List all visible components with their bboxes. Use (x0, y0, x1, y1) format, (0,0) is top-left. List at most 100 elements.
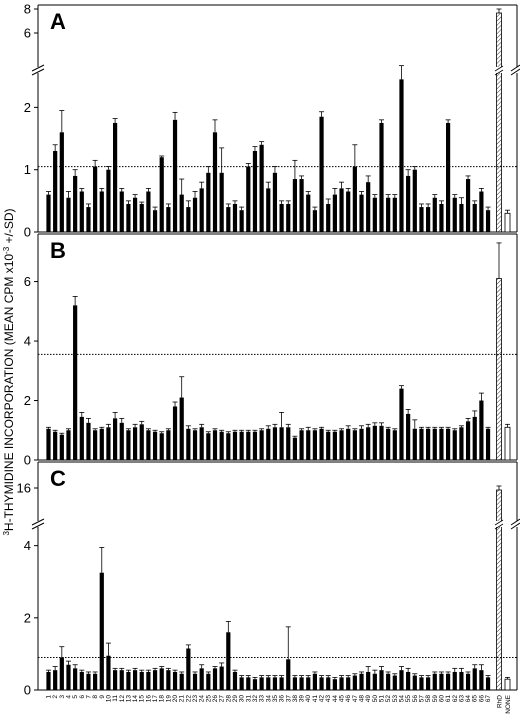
bar (272, 172, 278, 232)
x-tick-label: 60 (438, 695, 445, 703)
bar (192, 673, 198, 690)
y-tick-label-upper: 8 (24, 2, 31, 17)
bar (359, 194, 364, 232)
bar (53, 670, 58, 690)
bar (312, 673, 317, 690)
x-tick-label: 2 (52, 695, 59, 699)
bar (465, 179, 471, 232)
bar (246, 166, 251, 232)
bar (226, 632, 231, 690)
x-tick-label: 38 (292, 695, 299, 703)
bar (179, 397, 184, 460)
bar (446, 428, 451, 460)
bar (426, 428, 431, 460)
x-tick-label: 8 (92, 695, 99, 699)
bar (86, 422, 91, 460)
x-tick-label: 40 (305, 695, 312, 703)
bar (426, 207, 431, 232)
bar (46, 428, 51, 460)
y-tick-label-upper: 16 (17, 481, 31, 496)
bar (172, 119, 178, 232)
bar (132, 427, 138, 460)
bar (119, 670, 124, 690)
bar (239, 431, 244, 460)
bar (159, 668, 164, 690)
bar (279, 203, 284, 232)
x-tick-label: 5 (72, 695, 79, 699)
bar (132, 670, 138, 690)
bar (339, 430, 344, 460)
bar (206, 673, 211, 690)
bar (386, 197, 391, 232)
bar (279, 427, 284, 460)
y-tick-label: 2 (24, 100, 31, 115)
bar (286, 659, 291, 690)
control-bar-break-mark (494, 523, 504, 530)
bar (472, 203, 477, 232)
bar (319, 677, 324, 690)
x-tick-label: 26 (212, 695, 219, 703)
bar (106, 169, 111, 232)
control-bar-rhd (496, 278, 502, 461)
x-tick-label: 49 (365, 695, 372, 703)
bar (199, 188, 204, 232)
axis-break-mark-right (510, 64, 520, 72)
bar (432, 197, 437, 232)
y-tick-label-upper: 6 (24, 26, 31, 41)
bar (326, 203, 331, 232)
bar (279, 677, 284, 690)
x-tick-label: 7 (85, 695, 92, 699)
bar (432, 428, 437, 460)
x-tick-label: 16 (145, 695, 152, 703)
bar (113, 670, 118, 690)
bar (392, 675, 397, 690)
bar (459, 203, 464, 232)
x-axis-tick-labels: 1 2 3 4 5 6 7 8 9 10 11 12 13 14 15 16 17 18 19 20 21 22 23 24 2… (46, 694, 513, 713)
bar (219, 431, 224, 460)
x-tick-label: 14 (132, 695, 139, 703)
bar (219, 666, 224, 690)
y-tick-label: 6 (24, 274, 31, 289)
bar (399, 388, 404, 460)
bar (139, 424, 144, 460)
x-tick-label: 23 (192, 695, 199, 703)
x-tick-label: 59 (432, 695, 439, 703)
bar (479, 670, 484, 690)
bar (232, 671, 238, 690)
bar (152, 670, 158, 690)
bar (326, 431, 331, 460)
bar (319, 116, 324, 232)
bar (212, 668, 218, 690)
x-tick-label: 37 (285, 695, 292, 703)
bar (479, 191, 484, 232)
x-tick-label: 48 (359, 695, 366, 703)
bar (379, 425, 384, 460)
x-tick-label: 20 (172, 695, 179, 703)
bar (452, 430, 457, 460)
bar (286, 427, 291, 460)
x-tick-label: 27 (219, 695, 226, 703)
control-bar-break-mark (494, 519, 504, 526)
bar (93, 430, 98, 460)
bar (206, 172, 211, 232)
bar (219, 172, 224, 232)
bar (379, 122, 384, 232)
bar (46, 671, 51, 690)
x-tick-label: 18 (159, 695, 166, 703)
x-tick-label: 17 (152, 695, 159, 703)
bar (372, 197, 377, 232)
panel-label-A: A (50, 9, 66, 34)
bar (406, 413, 411, 460)
bar (73, 668, 78, 690)
control-bar-none (504, 212, 511, 233)
bar (419, 677, 424, 690)
bar (392, 430, 397, 460)
bar (79, 671, 84, 690)
axis-break-mark (31, 68, 45, 76)
bar (272, 677, 278, 690)
bar (485, 210, 491, 232)
control-bar-break (495, 67, 503, 73)
bar (359, 673, 364, 690)
